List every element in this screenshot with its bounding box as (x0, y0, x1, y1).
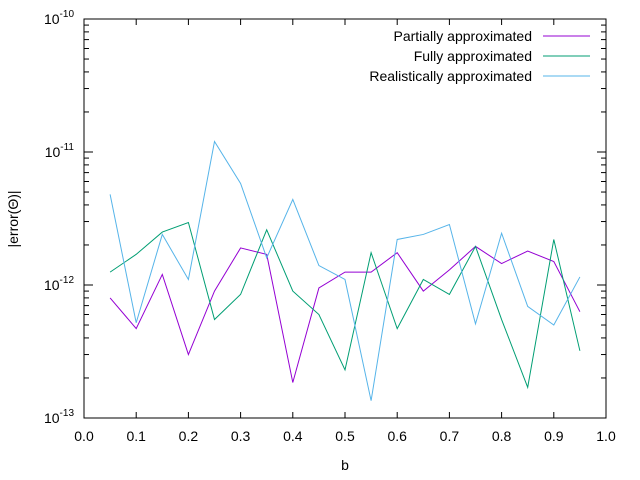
y-tick-label: 10-10 (44, 9, 74, 27)
x-tick-label: 0.1 (126, 428, 146, 444)
y-tick-label: 10-11 (45, 142, 75, 160)
x-tick-label: 0.3 (231, 428, 251, 444)
legend: Partially approximated Fully approximated… (369, 28, 590, 84)
y-axis-ticks: 10-13 10-12 10-11 10-10 (44, 9, 606, 426)
legend-label: Partially approximated (393, 28, 532, 44)
x-tick-label: 0.7 (440, 428, 460, 444)
legend-label: Realistically approximated (369, 68, 532, 84)
x-tick-label: 0.8 (492, 428, 512, 444)
y-tick-label: 10-13 (44, 408, 74, 426)
x-axis-ticks: 0.0 0.1 0.2 0.3 0.4 0.5 0.6 0.7 0.8 0.9 1.0 (74, 19, 616, 444)
x-axis-label: b (341, 457, 349, 473)
series-line-3 (109, 140, 581, 401)
series-line-2 (109, 221, 581, 390)
y-tick-label: 10-12 (44, 275, 74, 293)
x-tick-label: 0.4 (283, 428, 303, 444)
series-line-1 (109, 245, 581, 383)
x-tick-label: 0.0 (74, 428, 94, 444)
series-lines (109, 140, 581, 401)
x-tick-label: 0.2 (179, 428, 199, 444)
x-tick-label: 0.9 (544, 428, 564, 444)
x-tick-label: 0.6 (387, 428, 407, 444)
x-tick-label: 1.0 (596, 428, 616, 444)
legend-label: Fully approximated (414, 48, 532, 64)
x-tick-label: 0.5 (335, 428, 355, 444)
y-axis-label: |error(Θ)| (5, 190, 21, 247)
